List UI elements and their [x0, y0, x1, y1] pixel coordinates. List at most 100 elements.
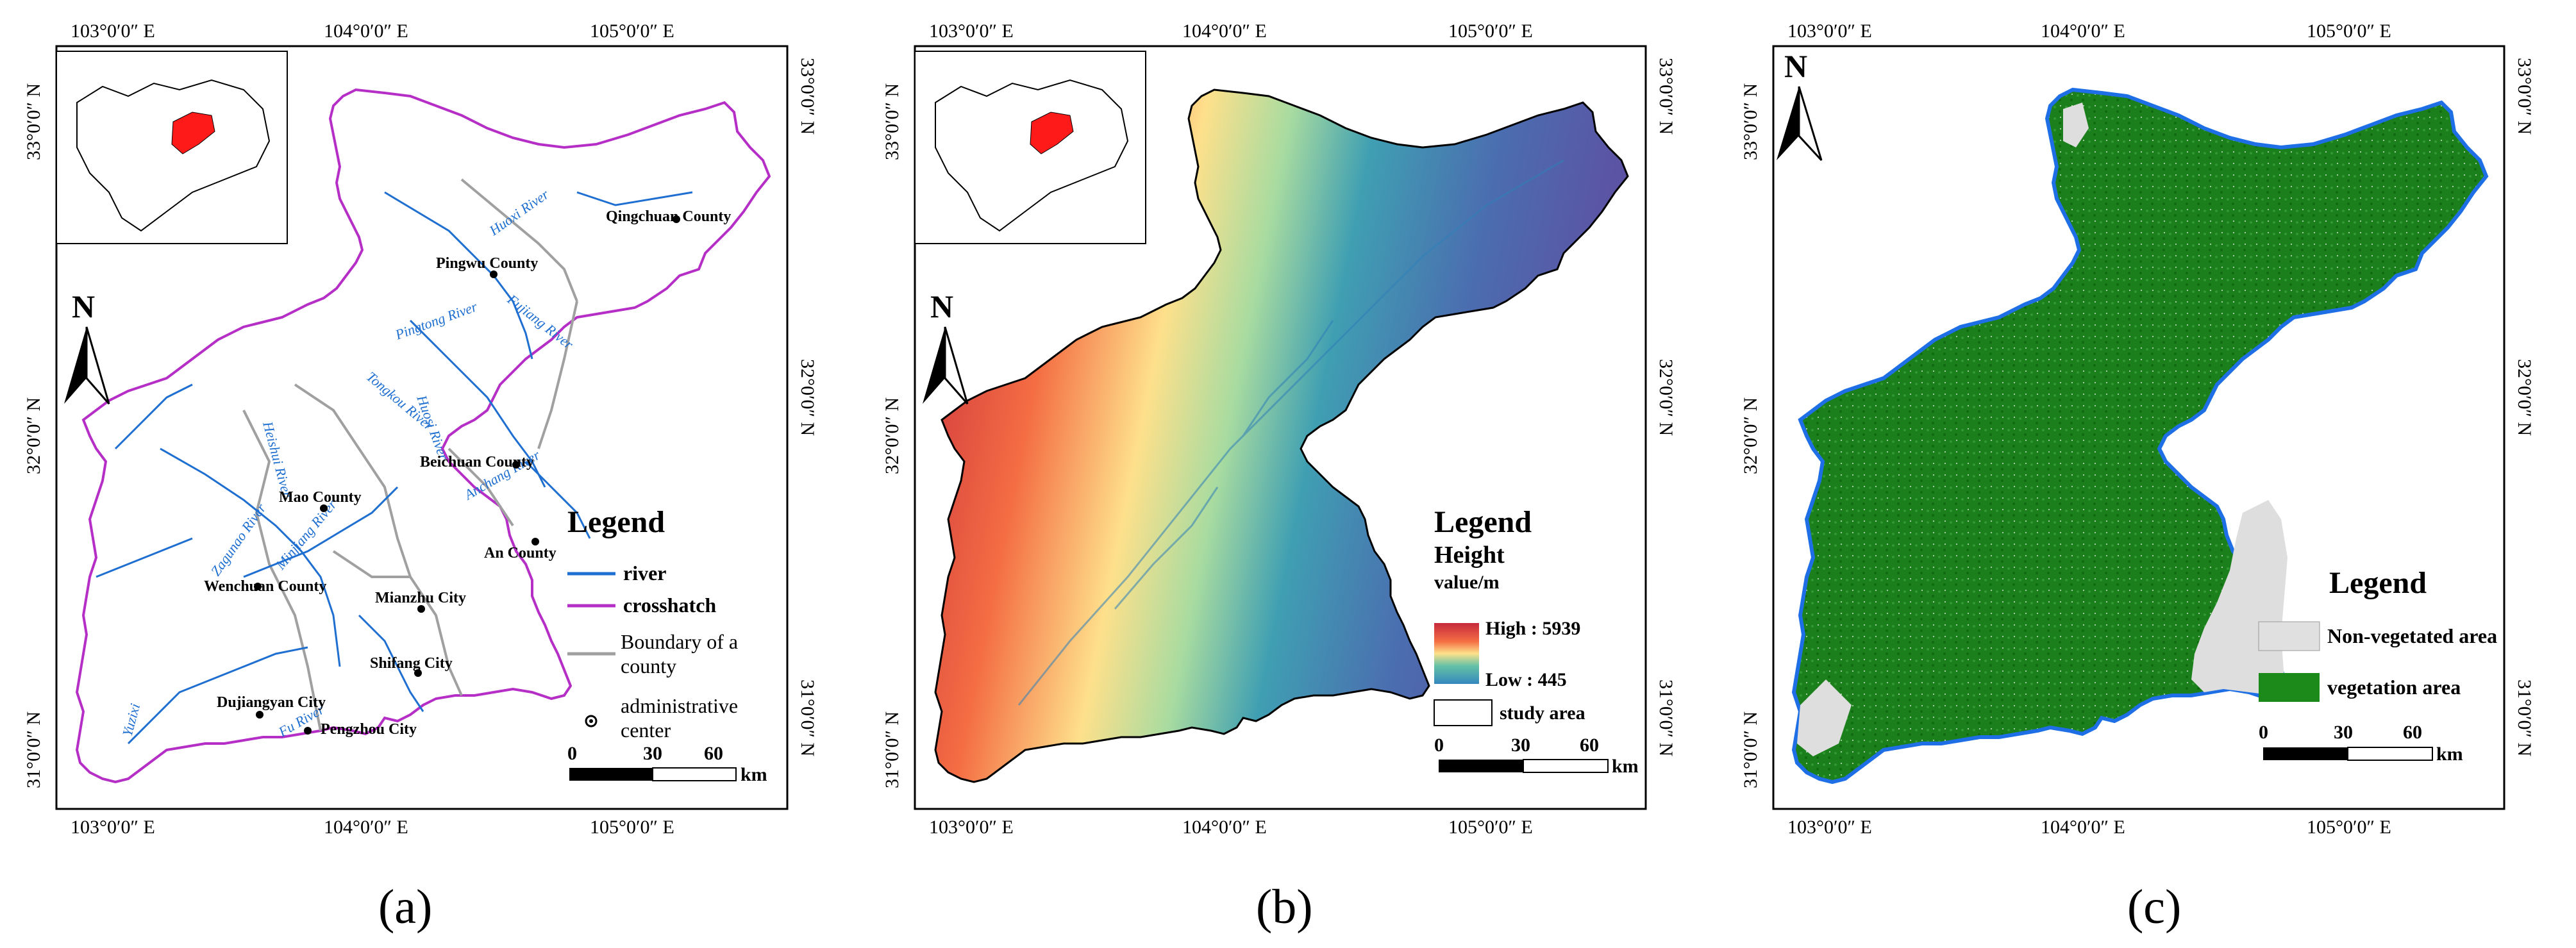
north-label: N — [1784, 48, 1807, 84]
scale-bar: 0 30 60 km — [567, 743, 767, 785]
lat-tick-right-2: 32°0′0″ N — [2514, 359, 2535, 436]
inset-province — [935, 79, 1129, 232]
lon-tick-bottom-1: 103°0′0″ E — [1787, 817, 1872, 838]
lat-tick-right-2: 32°0′0″ N — [797, 359, 818, 436]
lat-tick-right-3: 31°0′0″ N — [2514, 679, 2535, 756]
lon-tick-bottom-1: 103°0′0″ E — [929, 817, 1014, 838]
lon-tick-top-3: 105°0′0″ E — [2307, 21, 2391, 42]
scale-seg-2 — [652, 767, 737, 781]
inset-province — [76, 79, 271, 232]
scale-unit: km — [1612, 756, 1639, 777]
place-pengzhou: Pengzhou City — [321, 721, 417, 738]
scale-seg-2 — [1523, 759, 1609, 773]
legend-title: Legend — [567, 505, 665, 539]
caption-c: (c) — [2127, 880, 2181, 934]
north-arrow: N — [1777, 48, 1823, 162]
north-label: N — [930, 288, 953, 324]
scale-seg-1 — [2263, 747, 2348, 760]
lon-tick-bottom-3: 105°0′0″ E — [2307, 817, 2391, 838]
map-c: 103°0′0″ E 104°0′0″ E 105°0′0″ E 103°0′0… — [1740, 21, 2535, 934]
scale-bar: 0 30 60 km — [2259, 722, 2463, 765]
scale-60: 60 — [704, 743, 723, 764]
scale-seg-1 — [569, 768, 653, 781]
lon-tick-top-1: 103°0′0″ E — [1787, 21, 1872, 42]
scale-unit: km — [740, 764, 767, 785]
lat-tick-right-2: 32°0′0″ N — [1655, 359, 1677, 436]
legend-label-crosshatch: crosshatch — [623, 594, 716, 617]
legend-label-county-wrap: Boundary of a county — [621, 630, 739, 678]
legend: Legend river crosshatch Boundary of a co… — [567, 505, 739, 742]
legend-subtitle: Height — [1434, 542, 1505, 569]
place-beichuan: Beichuan County — [420, 454, 534, 470]
scale-0: 0 — [1434, 735, 1444, 756]
lon-tick-bottom-2: 104°0′0″ E — [324, 817, 408, 838]
inset-study-area — [1030, 112, 1074, 154]
non-vegetated-patch — [2063, 103, 2089, 147]
place-an: An County — [484, 545, 556, 561]
lon-tick-bottom-1: 103°0′0″ E — [71, 817, 155, 838]
legend-label-admin-wrap: administrative center — [621, 694, 739, 742]
lat-tick-left-3: 31°0′0″ N — [882, 711, 903, 788]
caption-b: (b) — [1256, 880, 1313, 934]
north-arrow: N — [923, 288, 969, 404]
lon-tick-bottom-2: 104°0′0″ E — [1182, 817, 1267, 838]
legend-ramp — [1434, 623, 1479, 684]
place-mao: Mao County — [279, 489, 362, 506]
lat-tick-right-1: 33°0′0″ N — [797, 58, 818, 135]
lon-tick-top-3: 105°0′0″ E — [1448, 21, 1533, 42]
legend-swatch-nonveg — [2258, 621, 2320, 651]
lon-tick-bottom-3: 105°0′0″ E — [590, 817, 674, 838]
legend-title: Legend — [2329, 566, 2427, 600]
map-b: 103°0′0″ E 104°0′0″ E 105°0′0″ E 103°0′0… — [882, 21, 1677, 934]
lat-tick-left-1: 33°0′0″ N — [1740, 83, 1761, 160]
lon-tick-bottom-2: 104°0′0″ E — [2041, 817, 2125, 838]
place-shifang: Shifang City — [370, 655, 453, 672]
lon-tick-top-3: 105°0′0″ E — [590, 21, 674, 42]
legend-title: Legend — [1434, 505, 1532, 539]
inset-study-area — [171, 112, 215, 154]
lat-tick-right-1: 33°0′0″ N — [2514, 58, 2535, 135]
valley-network — [1017, 159, 1564, 706]
legend-label-county: Boundary of a county — [621, 630, 739, 678]
panel-c: 103°0′0″ E 104°0′0″ E 105°0′0″ E 103°0′0… — [1717, 0, 2575, 948]
legend-swatch-admin-dot — [589, 719, 593, 723]
map-a: 103°0′0″ E 104°0′0″ E 105°0′0″ E 103°0′0… — [23, 21, 818, 934]
scale-bar: 0 30 60 km — [1434, 735, 1639, 777]
lat-tick-left-1: 33°0′0″ N — [23, 83, 44, 160]
legend-swatch-veg — [2259, 673, 2320, 702]
legend: Legend Non-vegetated area vegetation are… — [2258, 566, 2497, 702]
lon-tick-bottom-3: 105°0′0″ E — [1448, 817, 1533, 838]
caption-a: (a) — [378, 880, 432, 934]
place-pingwu: Pingwu County — [436, 255, 538, 272]
panel-b: 103°0′0″ E 104°0′0″ E 105°0′0″ E 103°0′0… — [858, 0, 1717, 948]
non-vegetated-patch — [1797, 679, 1852, 756]
scale-unit: km — [2436, 744, 2463, 765]
lon-tick-top-2: 104°0′0″ E — [1182, 21, 1267, 42]
county-boundaries — [242, 178, 578, 731]
scale-30: 30 — [2334, 722, 2353, 743]
place-wenchuan: Wenchuan County — [204, 578, 326, 595]
lat-tick-left-1: 33°0′0″ N — [882, 83, 903, 160]
north-label: N — [72, 288, 95, 324]
place-mianzhu: Mianzhu City — [375, 590, 466, 606]
panel-a: 103°0′0″ E 104°0′0″ E 105°0′0″ E 103°0′0… — [0, 0, 858, 948]
legend-swatch-study-area — [1434, 699, 1493, 726]
legend-label-admin: administrative center — [621, 694, 739, 742]
lat-tick-left-2: 32°0′0″ N — [1740, 397, 1761, 474]
scale-60: 60 — [2403, 722, 2422, 743]
legend-label-river: river — [623, 561, 667, 585]
legend-low: Low : 445 — [1485, 669, 1567, 690]
scale-30: 30 — [643, 743, 662, 764]
lat-tick-right-3: 31°0′0″ N — [1655, 679, 1677, 756]
legend: Legend Height value/m High : 5939 Low : … — [1434, 505, 1585, 726]
scale-0: 0 — [2259, 722, 2268, 743]
legend-label-veg: vegetation area — [2327, 676, 2461, 699]
legend-label-nonveg: Non-vegetated area — [2327, 624, 2497, 647]
admin-centers — [254, 215, 680, 735]
scale-30: 30 — [1511, 735, 1530, 756]
lat-tick-left-2: 32°0′0″ N — [23, 397, 44, 474]
legend-study-area: study area — [1500, 703, 1585, 724]
lat-tick-left-3: 31°0′0″ N — [1740, 711, 1761, 788]
legend-unit: value/m — [1434, 572, 1500, 593]
scale-60: 60 — [1580, 735, 1599, 756]
